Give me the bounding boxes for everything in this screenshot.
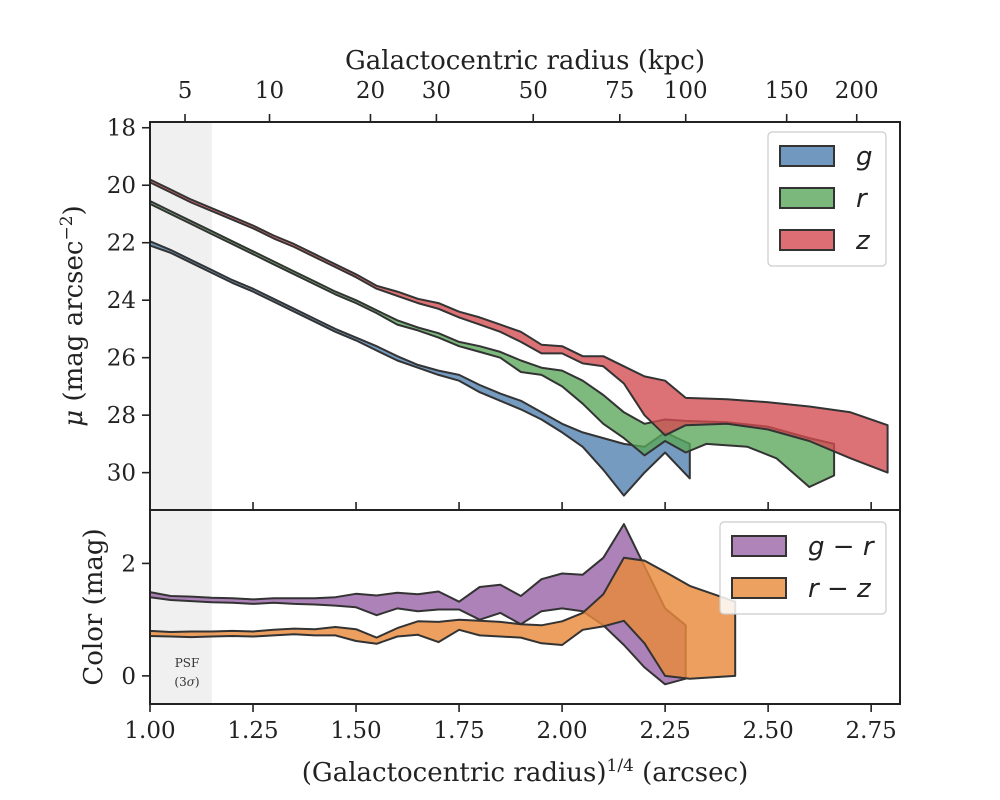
xtick-label: 2.00 xyxy=(536,718,587,744)
ytick-label: 26 xyxy=(107,346,136,372)
psf-region-top xyxy=(150,122,212,510)
kpc-tick-label: 100 xyxy=(664,78,708,104)
ytick-label: 20 xyxy=(107,173,136,199)
legend-swatch xyxy=(779,145,835,167)
xtick-label: 2.25 xyxy=(640,718,691,744)
top-axis-title: Galactocentric radius (kpc) xyxy=(345,46,705,76)
kpc-tick-label: 5 xyxy=(178,78,193,104)
legend-entry: g − r xyxy=(808,532,876,562)
kpc-tick-label: 20 xyxy=(356,78,385,104)
legend-entry: g xyxy=(856,142,873,172)
color-axes-frame xyxy=(149,509,901,705)
xtick-label: 1.25 xyxy=(227,718,278,744)
psf-region-bottom xyxy=(150,510,212,704)
legend-swatch xyxy=(779,187,835,209)
kpc-tick-label: 10 xyxy=(255,78,284,104)
legend-swatch xyxy=(779,229,835,251)
legend-entry: r − z xyxy=(808,574,872,604)
band-r-minus-z xyxy=(149,556,737,680)
xtick-label: 1.50 xyxy=(330,718,381,744)
color-ytick-label: 0 xyxy=(121,664,136,690)
psf-label: PSF xyxy=(175,656,200,670)
band-z xyxy=(149,178,889,474)
band-g xyxy=(149,240,691,497)
xtick-label: 2.50 xyxy=(743,718,794,744)
xtick-label: 2.75 xyxy=(846,718,897,744)
kpc-tick-label: 50 xyxy=(519,78,548,104)
legend-swatch xyxy=(731,535,787,557)
legend-swatch xyxy=(731,577,787,599)
kpc-tick-label: 30 xyxy=(422,78,451,104)
psf-sigma-label: (3σ) xyxy=(174,675,199,689)
surface-brightness-legend: grz xyxy=(767,131,887,267)
legend-entry: z xyxy=(855,226,871,256)
surface-brightness-panel: 18 20 22 24 26 28 30 5 10 20 30 50 75 100 150 200 Gala… xyxy=(57,46,901,511)
xtick-label: 1.75 xyxy=(433,718,484,744)
ytick-label: 30 xyxy=(107,461,136,487)
color-panel: 02 1.00 1.25 1.50 1.75 2.00 2.25 2.50 2.75 PSF … xyxy=(79,509,901,788)
color-legend: g − r r − z xyxy=(719,521,887,615)
kpc-tick-label: 150 xyxy=(765,78,809,104)
color-ylabel: Color (mag) xyxy=(79,528,109,685)
kpc-tick-label: 75 xyxy=(605,78,634,104)
ytick-label: 24 xyxy=(107,288,136,314)
color-ytick-label: 2 xyxy=(121,551,136,577)
surface-brightness-ylabel: μ (mag arcsec−2) xyxy=(57,205,89,426)
ytick-label: 28 xyxy=(107,403,136,429)
xtick-label: 1.00 xyxy=(124,718,175,744)
ytick-label: 22 xyxy=(107,231,136,257)
legend-entry: r xyxy=(856,184,869,214)
bottom-axis-title: (Galactocentric radius)1/4 (arcsec) xyxy=(302,756,748,788)
kpc-tick-label: 200 xyxy=(835,78,879,104)
ytick-label: 18 xyxy=(107,116,136,142)
band-r xyxy=(149,200,836,488)
